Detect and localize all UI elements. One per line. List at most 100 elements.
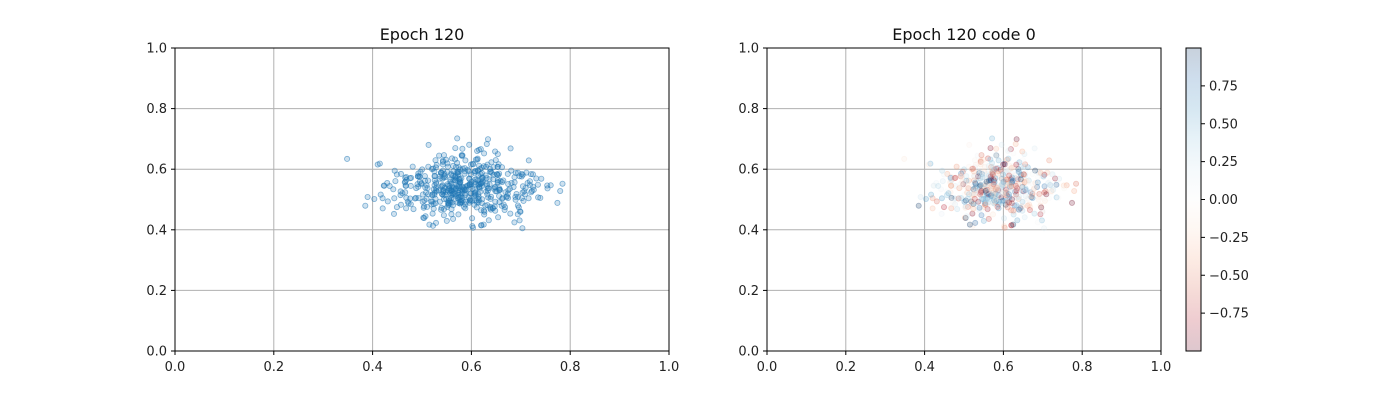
- right-point: [927, 160, 934, 167]
- right-point: [1021, 163, 1028, 170]
- left-point: [530, 186, 537, 193]
- right-point: [1037, 169, 1044, 176]
- right-point: [1046, 195, 1053, 202]
- right-point: [995, 157, 1002, 164]
- left-point: [392, 178, 399, 185]
- right-point: [947, 178, 954, 185]
- colorbar-tick-label: −0.75: [1209, 307, 1249, 322]
- right-point: [1016, 159, 1023, 166]
- left-point: [393, 204, 400, 211]
- right-point: [1040, 170, 1047, 177]
- right-point: [1031, 210, 1038, 217]
- right-point: [963, 213, 970, 220]
- right-point: [1031, 185, 1038, 192]
- right-point: [983, 199, 990, 206]
- right-point: [1034, 219, 1041, 226]
- right-point: [1000, 161, 1007, 168]
- right-point: [978, 205, 985, 212]
- left-point: [494, 163, 501, 170]
- right-point: [1034, 174, 1041, 181]
- right-point: [986, 185, 993, 192]
- right-point: [995, 168, 1002, 175]
- right-point: [1037, 202, 1044, 209]
- right-point: [1006, 172, 1013, 179]
- right-point: [979, 170, 986, 177]
- right-point: [996, 186, 1003, 193]
- right-point: [972, 179, 979, 186]
- left-point: [362, 202, 369, 209]
- left-point: [439, 161, 446, 168]
- left-point: [480, 221, 487, 228]
- right-point: [1021, 151, 1028, 158]
- left-point: [459, 145, 466, 152]
- right-point: [1003, 168, 1010, 175]
- right-point: [975, 198, 982, 205]
- right-point: [992, 175, 999, 182]
- right-point: [1025, 177, 1032, 184]
- right-point: [968, 198, 975, 205]
- left-point: [534, 181, 541, 188]
- right-point: [993, 165, 1000, 172]
- left-point: [473, 199, 480, 206]
- left-point: [450, 162, 457, 169]
- left-point: [519, 183, 526, 190]
- right-point: [1008, 222, 1015, 229]
- right-point: [984, 195, 991, 202]
- right-point: [995, 201, 1002, 208]
- left-point: [445, 201, 452, 208]
- right-point: [1001, 161, 1008, 168]
- right-point: [977, 175, 984, 182]
- left-point: [474, 155, 481, 162]
- right-point: [947, 174, 954, 181]
- right-point: [1010, 207, 1017, 214]
- left-point: [480, 207, 487, 214]
- right-point: [1053, 194, 1060, 201]
- right-point: [1009, 179, 1016, 186]
- right-point: [1053, 181, 1060, 188]
- right-point: [1015, 205, 1022, 212]
- right-point: [1050, 186, 1057, 193]
- right-point: [971, 157, 978, 164]
- right-point: [991, 179, 998, 186]
- scatter-plot-right: 0.0 0.2 0.4 0.6 0.8 1.0 0.0 0.2 0.4 0.6 0.8 1.0 Epoc…: [738, 25, 1171, 375]
- right-point: [995, 190, 1002, 197]
- colorbar-tick-label: 0.25: [1209, 155, 1238, 170]
- left-point: [488, 193, 495, 200]
- left-point: [412, 194, 419, 201]
- right-point: [972, 184, 979, 191]
- right-point: [959, 173, 966, 180]
- right-point: [984, 180, 991, 187]
- right-point: [948, 182, 955, 189]
- right-point: [990, 181, 997, 188]
- right-ytick-label: 0.6: [738, 163, 759, 178]
- right-point: [983, 176, 990, 183]
- right-point: [950, 200, 957, 207]
- right-point: [1049, 171, 1056, 178]
- left-point: [439, 167, 446, 174]
- right-point: [956, 185, 963, 192]
- right-point: [999, 196, 1006, 203]
- right-ytick-label: 0.0: [738, 345, 759, 360]
- right-point: [1019, 148, 1026, 155]
- right-point: [962, 214, 969, 221]
- right-point: [985, 190, 992, 197]
- left-point: [425, 141, 432, 148]
- right-point: [1008, 170, 1015, 177]
- right-point: [990, 176, 997, 183]
- right-point: [997, 166, 1004, 173]
- right-point: [992, 152, 999, 159]
- right-point: [941, 204, 948, 211]
- right-point: [969, 222, 976, 229]
- right-point: [962, 204, 969, 211]
- left-point: [425, 163, 432, 170]
- left-point: [466, 141, 473, 148]
- right-point: [1006, 197, 1013, 204]
- right-point: [979, 174, 986, 181]
- right-point: [1005, 167, 1012, 174]
- left-point: [487, 206, 494, 213]
- right-point: [1005, 177, 1012, 184]
- right-point: [1056, 175, 1063, 182]
- left-point: [478, 200, 485, 207]
- left-point: [507, 210, 514, 217]
- right-point: [1013, 187, 1020, 194]
